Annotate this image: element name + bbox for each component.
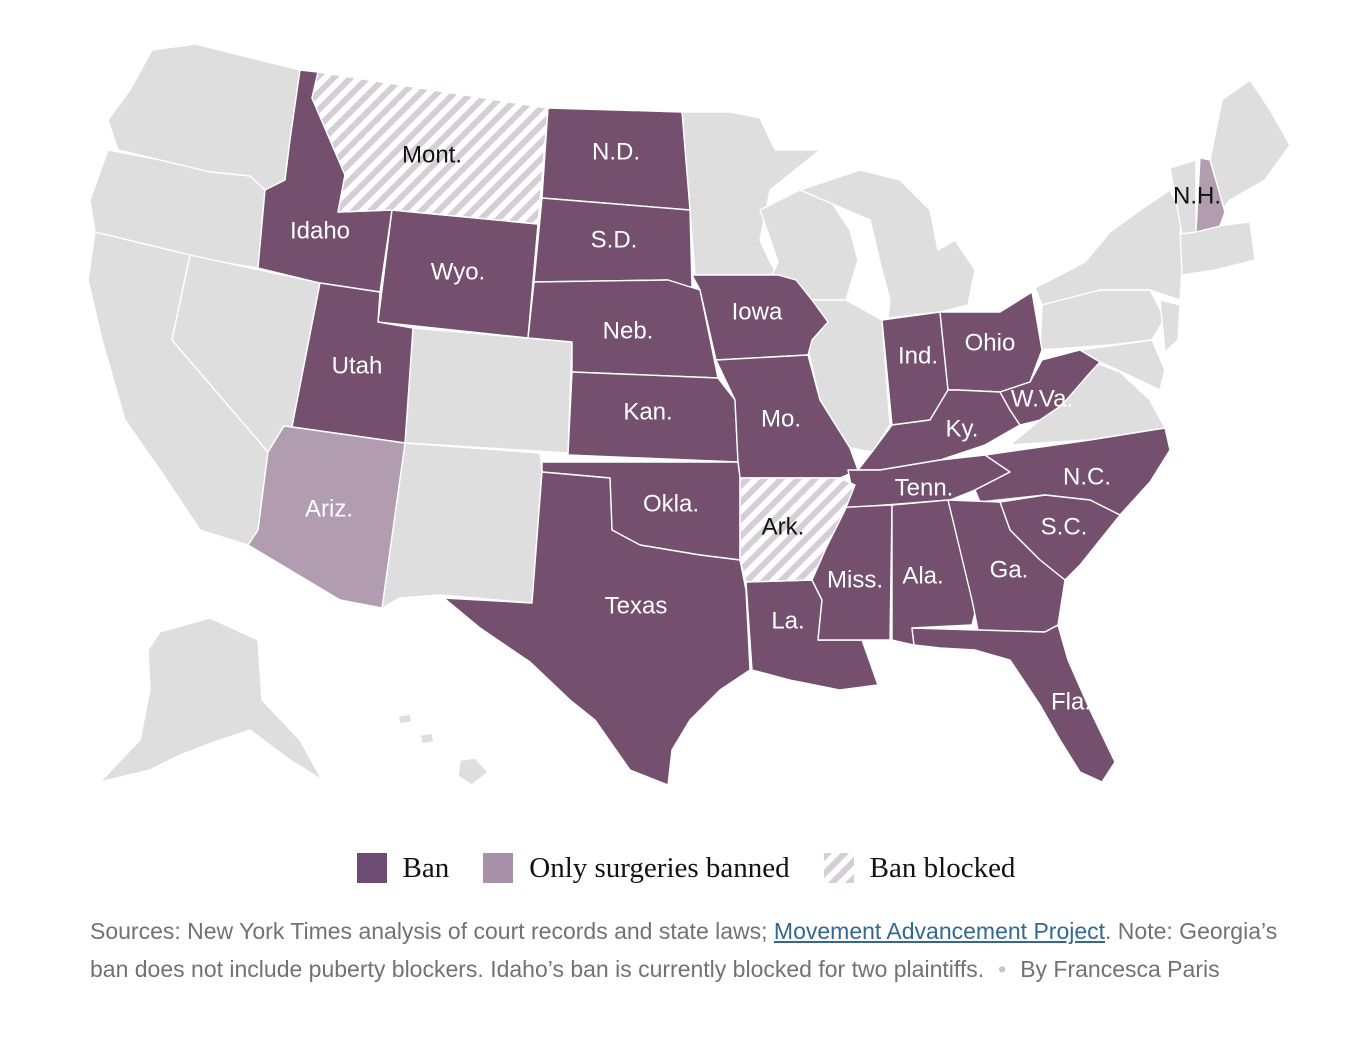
state-label-ga: Ga. — [990, 556, 1029, 583]
legend-item-blocked: Ban blocked — [823, 851, 1016, 885]
state-label-idaho: Idaho — [290, 217, 350, 244]
state-hawaii — [397, 713, 489, 786]
state-label-wva: W.Va. — [1011, 385, 1073, 412]
state-label-utah: Utah — [332, 352, 383, 379]
us-map: Mont. N.D. S.D. Idaho Wyo. Neb. Iowa Utah Kan. Mo… — [87, 43, 1291, 786]
state-label-iowa: Iowa — [732, 298, 783, 325]
state-texas — [443, 471, 751, 786]
state-label-nd: N.D. — [592, 138, 640, 165]
state-label-fla: Fla. — [1051, 688, 1091, 715]
state-label-wyo: Wyo. — [431, 258, 485, 285]
state-label-ark: Ark. — [762, 513, 805, 540]
state-label-mo: Mo. — [761, 405, 801, 432]
source-prefix: Sources: New York Times analysis of cour… — [90, 918, 774, 944]
legend-item-ban: Ban — [356, 851, 450, 885]
legend-label-surgeries: Only surgeries banned — [529, 851, 790, 884]
state-west-virginia — [999, 349, 1101, 426]
legend-item-surgeries: Only surgeries banned — [483, 851, 790, 885]
state-alaska — [99, 617, 323, 783]
state-label-neb: Neb. — [603, 317, 654, 344]
surgery-ban-states — [247, 157, 1226, 609]
state-label-ind: Ind. — [898, 342, 938, 369]
state-label-ohio: Ohio — [965, 329, 1016, 356]
legend-swatch-surgeries — [483, 853, 514, 883]
blocked-ban-states — [311, 71, 856, 583]
state-label-texas: Texas — [605, 592, 668, 619]
state-label-sc: S.C. — [1041, 513, 1088, 540]
state-label-okla: Okla. — [643, 490, 699, 517]
state-new-mexico — [381, 442, 543, 609]
state-michigan — [799, 169, 976, 319]
state-label-ariz: Ariz. — [305, 495, 353, 522]
state-georgia — [947, 499, 1066, 633]
state-label-nh: N.H. — [1173, 182, 1221, 209]
legend-swatch-blocked — [823, 853, 854, 883]
source-link[interactable]: Movement Advancement Project — [773, 918, 1106, 944]
state-label-la: La. — [771, 607, 804, 634]
separator-dot: • — [998, 956, 1007, 982]
state-label-tenn: Tenn. — [895, 474, 954, 501]
byline: By Francesca Paris — [1020, 956, 1220, 982]
ban-states — [257, 69, 1171, 786]
source-note: Sources: New York Times analysis of cour… — [90, 912, 1290, 988]
no-ban-states — [87, 43, 1291, 786]
state-new-england-south — [1179, 221, 1256, 276]
state-label-sd: S.D. — [591, 226, 638, 253]
state-new-hampshire — [1195, 157, 1226, 233]
state-label-mont: Mont. — [402, 141, 462, 168]
state-maine — [1209, 79, 1291, 211]
state-label-ky: Ky. — [946, 415, 979, 442]
state-colorado — [404, 327, 573, 454]
state-arkansas — [739, 477, 856, 583]
legend-label-blocked: Ban blocked — [869, 851, 1016, 884]
state-florida — [911, 624, 1116, 783]
state-iowa — [691, 274, 829, 361]
legend: Ban Only surgeries banned Ban blocked — [0, 850, 1372, 886]
state-label-nc: N.C. — [1063, 463, 1111, 490]
state-new-york — [1034, 189, 1186, 306]
legend-label-ban: Ban — [402, 851, 450, 884]
state-montana — [311, 71, 549, 225]
state-label-ala: Ala. — [902, 562, 943, 589]
state-label-miss: Miss. — [827, 566, 883, 593]
state-new-jersey — [1159, 299, 1181, 353]
state-label-kan: Kan. — [623, 398, 672, 425]
state-labels: Mont. N.D. S.D. Idaho Wyo. Neb. Iowa Utah Kan. Mo… — [290, 138, 1221, 715]
state-pennsylvania — [1039, 289, 1166, 351]
source-note-text: . Note: Georgia’s ban does not include p… — [90, 918, 1278, 982]
state-arizona — [247, 425, 406, 609]
legend-swatch-ban — [356, 853, 387, 883]
